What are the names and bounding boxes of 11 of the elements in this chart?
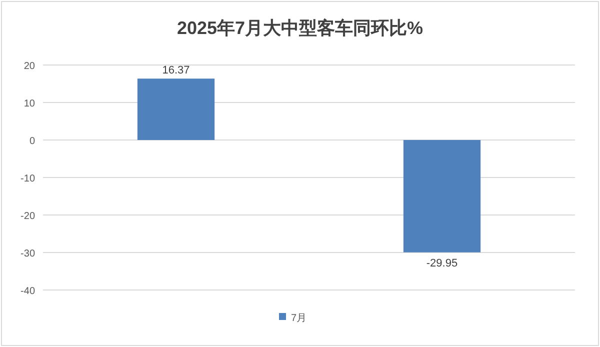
y-tick-label: -10 bbox=[20, 174, 36, 184]
y-tick-label: 10 bbox=[24, 98, 36, 110]
y-tick-label: 20 bbox=[24, 61, 36, 72]
chart-title: 2025年7月大中型客车同环比% bbox=[176, 18, 424, 38]
data-label: 16.37 bbox=[162, 64, 190, 77]
legend-label: 7月 bbox=[291, 313, 307, 324]
y-tick-label: -20 bbox=[20, 211, 36, 222]
y-tick-label: 0 bbox=[29, 136, 36, 147]
y-tick-label: -40 bbox=[20, 286, 36, 297]
data-label: -29.95 bbox=[426, 257, 458, 270]
y-tick-label: -30 bbox=[20, 248, 36, 260]
